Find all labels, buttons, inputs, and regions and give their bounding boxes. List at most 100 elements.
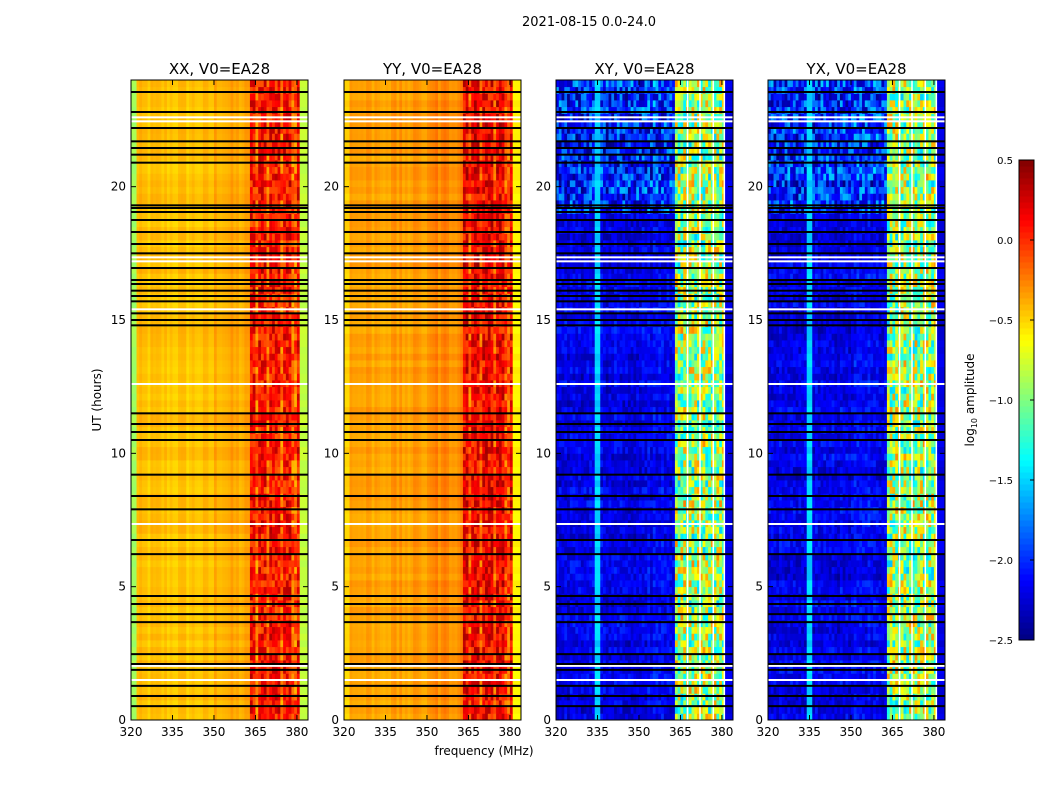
heatmap-cell	[294, 513, 297, 520]
heatmap-cell	[184, 347, 187, 354]
heatmap-cell	[253, 707, 256, 714]
heatmap-cell	[231, 480, 234, 487]
heatmap-cell	[233, 633, 236, 640]
heatmap-cell	[145, 440, 148, 447]
heatmap-cell	[269, 393, 272, 400]
heatmap-cell	[189, 513, 192, 520]
heatmap-cell	[267, 413, 270, 420]
heatmap-cell	[286, 480, 289, 487]
heatmap-cell	[244, 367, 247, 374]
heatmap-cell	[195, 333, 198, 340]
heatmap-cell	[228, 633, 231, 640]
heatmap-cell	[214, 567, 217, 574]
heatmap-cell	[220, 353, 223, 360]
heatmap-cell	[261, 340, 264, 347]
heatmap-cell	[269, 647, 272, 654]
heatmap-cell	[239, 367, 242, 374]
heatmap-cell	[233, 547, 236, 554]
heatmap-cell	[255, 347, 258, 354]
heatmap-cell	[239, 640, 242, 647]
heatmap-cell	[156, 367, 159, 374]
heatmap-cell	[233, 373, 236, 380]
heatmap-cell	[253, 347, 256, 354]
heatmap-cell	[214, 480, 217, 487]
heatmap-cell	[264, 467, 267, 474]
heatmap-cell	[228, 647, 231, 654]
heatmap-cell	[250, 620, 253, 627]
heatmap-cell	[192, 513, 195, 520]
heatmap-cell	[159, 707, 162, 714]
heatmap-cell	[239, 513, 242, 520]
heatmap-cell	[206, 400, 209, 407]
heatmap-cell	[280, 487, 283, 494]
heatmap-cell	[145, 460, 148, 467]
heatmap-cell	[302, 487, 305, 494]
heatmap-cell	[203, 500, 206, 507]
heatmap-cell	[181, 647, 184, 654]
heatmap-cell	[283, 633, 286, 640]
heatmap-cell	[302, 500, 305, 507]
heatmap-cell	[269, 373, 272, 380]
heatmap-cell	[148, 393, 151, 400]
heatmap-cell	[134, 580, 137, 587]
heatmap-cell	[208, 447, 211, 454]
heatmap-cell	[300, 360, 303, 367]
heatmap-cell	[214, 340, 217, 347]
heatmap-cell	[159, 560, 162, 567]
heatmap-cell	[170, 620, 173, 627]
heatmap-cell	[186, 640, 189, 647]
heatmap-cell	[137, 333, 140, 340]
heatmap-cell	[250, 347, 253, 354]
heatmap-cell	[217, 453, 220, 460]
heatmap-cell	[278, 340, 281, 347]
heatmap-cell	[272, 367, 275, 374]
heatmap-cell	[211, 487, 214, 494]
heatmap-cell	[200, 333, 203, 340]
heatmap-cell	[267, 400, 270, 407]
heatmap-cell	[261, 607, 264, 614]
heatmap-cell	[225, 560, 228, 567]
heatmap-cell	[175, 393, 178, 400]
heatmap-cell	[220, 233, 223, 240]
heatmap-cell	[297, 567, 300, 574]
heatmap-cell	[184, 467, 187, 474]
heatmap-cell	[289, 413, 292, 420]
heatmap-cell	[206, 573, 209, 580]
heatmap-cell	[225, 220, 228, 227]
heatmap-cell	[200, 340, 203, 347]
heatmap-cell	[139, 547, 142, 554]
heatmap-cell	[286, 687, 289, 694]
heatmap-cell	[172, 447, 175, 454]
heatmap-cell	[264, 393, 267, 400]
heatmap-cell	[161, 387, 164, 394]
heatmap-cell	[161, 547, 164, 554]
heatmap-cell	[170, 547, 173, 554]
heatmap-cell	[200, 387, 203, 394]
heatmap-cell	[250, 480, 253, 487]
heatmap-cell	[145, 713, 148, 720]
heatmap-cell	[142, 467, 145, 474]
heatmap-cell	[206, 487, 209, 494]
heatmap-cell	[283, 367, 286, 374]
heatmap-cell	[255, 500, 258, 507]
heatmap-cell	[286, 233, 289, 240]
heatmap-cell	[137, 440, 140, 447]
heatmap-cell	[291, 580, 294, 587]
heatmap-cell	[192, 713, 195, 720]
heatmap-cell	[170, 480, 173, 487]
heatmap-cell	[280, 453, 283, 460]
heatmap-cell	[242, 367, 245, 374]
heatmap-cell	[269, 513, 272, 520]
heatmap-cell	[214, 360, 217, 367]
heatmap-cell	[195, 713, 198, 720]
heatmap-cell	[275, 460, 278, 467]
heatmap-cell	[222, 233, 225, 240]
heatmap-cell	[197, 587, 200, 594]
heatmap-cell	[258, 440, 261, 447]
heatmap-cell	[192, 540, 195, 547]
heatmap-cell	[206, 233, 209, 240]
heatmap-cell	[142, 647, 145, 654]
heatmap-cell	[203, 413, 206, 420]
heatmap-cell	[172, 527, 175, 534]
heatmap-cell	[297, 327, 300, 334]
